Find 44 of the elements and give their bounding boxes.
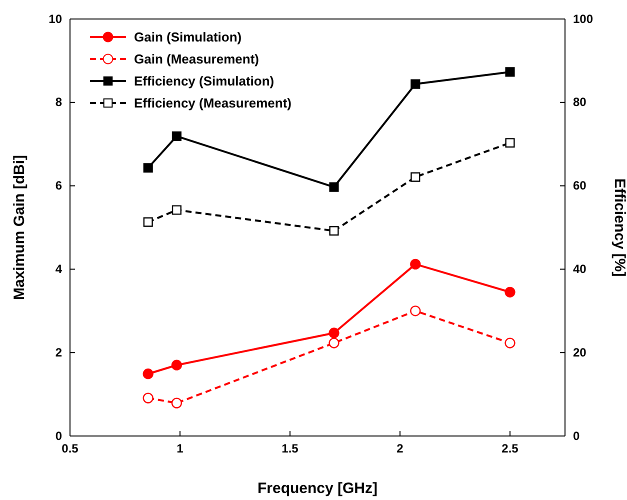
point (410, 172, 420, 182)
point (504, 338, 516, 348)
point (328, 338, 340, 348)
y2-tick-label: 20 (573, 345, 587, 360)
point (410, 306, 421, 316)
point (172, 131, 182, 141)
point (142, 368, 154, 380)
y2-tick-label: 40 (573, 262, 587, 276)
x-axis-title: Frequency [GHz] (257, 480, 378, 497)
y-tick-label: 8 (55, 95, 62, 110)
point (142, 392, 154, 404)
point (410, 258, 421, 270)
legend-label: Gain (Measurement) (134, 52, 259, 67)
y2-tick-label: 100 (573, 12, 594, 26)
point (328, 328, 340, 338)
x-tick-label: 0.5 (62, 442, 79, 456)
point (172, 205, 182, 215)
y-tick-label: 6 (55, 178, 62, 193)
legend-label: Gain (Simulation) (134, 30, 242, 45)
y-tick-label: 10 (48, 12, 62, 26)
x-tick-label: 1 (176, 442, 184, 456)
point (171, 360, 182, 370)
y2-tick-label: 60 (573, 178, 587, 193)
y2-tick-label: 80 (573, 95, 587, 110)
x-tick-label: 1.5 (282, 442, 299, 456)
point (505, 67, 515, 77)
legend-label: Efficiency (Simulation) (134, 74, 274, 89)
point (504, 286, 516, 298)
legend-label: Efficiency (Measurement) (134, 96, 292, 111)
x-tick-label: 2 (396, 442, 404, 456)
y-axis-title: Maximum Gain [dBi] (11, 154, 28, 300)
x-tick-label: 2.5 (502, 442, 519, 456)
point (143, 217, 153, 227)
point (329, 226, 339, 236)
point (143, 163, 153, 173)
y-tick-label: 0 (55, 428, 62, 443)
y-tick-label: 2 (55, 345, 62, 360)
point (505, 138, 515, 148)
y-tick-label: 4 (55, 262, 62, 276)
y2-axis-title: Efficiency [%] (611, 178, 627, 277)
point (171, 398, 182, 408)
point (329, 182, 339, 192)
point (410, 79, 420, 89)
y2-tick-label: 0 (573, 428, 580, 443)
